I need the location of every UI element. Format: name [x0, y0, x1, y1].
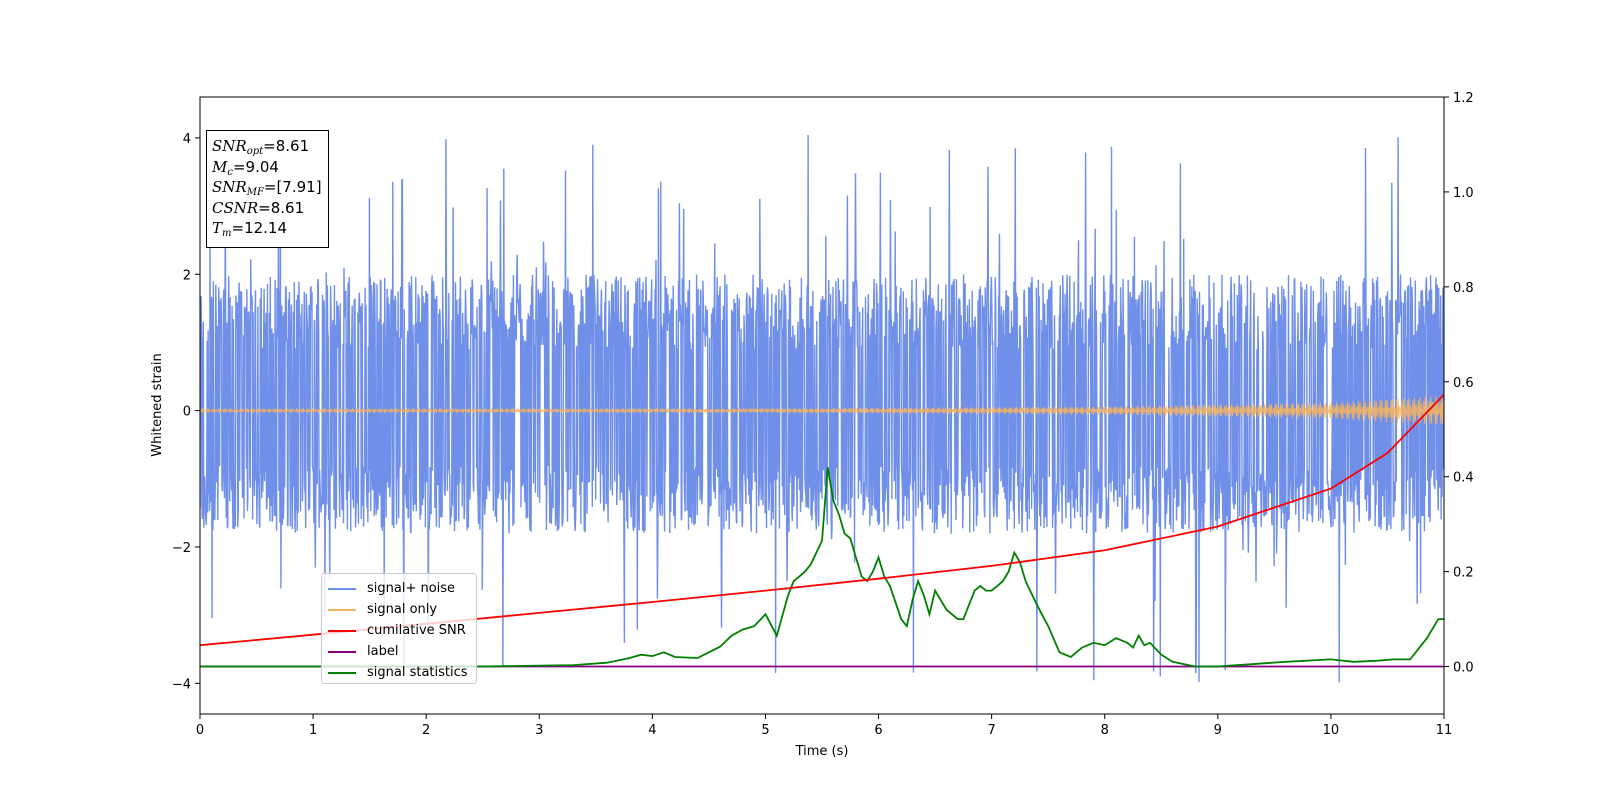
legend-swatch-signal-noise [328, 587, 356, 590]
x-tick-label: 0 [196, 723, 204, 738]
mc-line: Mc=9.04 [212, 157, 279, 178]
axis-layer: 0 1 2 3 4 5 6 7 8 9 10 11 −4 −2 0 2 4 0.0 0.2 0.4 0.6 0.8 1.0 1… [172, 91, 1474, 738]
legend-item-signal-noise: signal+ noise [328, 578, 476, 599]
x-axis-label: Time (s) [795, 744, 849, 759]
legend-item-signal-statistics: signal statistics [328, 662, 476, 683]
plot-frame [199, 96, 1445, 715]
y-axis-label: Whitened strain [150, 353, 165, 456]
tm-line: Tm=12.14 [212, 219, 288, 239]
y-tick-label: 2 [183, 268, 191, 283]
legend-label: signal only [367, 602, 438, 617]
x-tick-label: 6 [874, 723, 882, 738]
x-tick-label: 7 [987, 723, 995, 738]
y2-tick-label: 1.0 [1453, 186, 1474, 201]
x-tick-label: 4 [648, 723, 656, 738]
x-tick-label: 3 [535, 723, 543, 738]
legend-swatch-signal-only [328, 608, 356, 611]
series-signal-only [200, 395, 1444, 425]
x-tick-label: 10 [1323, 723, 1340, 738]
legend: signal+ noise signal only cumilative SNR… [321, 573, 477, 684]
legend-swatch-label [328, 650, 356, 653]
snr-mf-line: SNRMF=[7.91] [212, 178, 322, 198]
x-tick-label: 2 [422, 723, 430, 738]
series-signal-noise [200, 134, 1444, 683]
legend-item-cumulative-snr: cumilative SNR [328, 620, 476, 641]
y-tick-label: −4 [172, 677, 191, 692]
snr-opt-line: SNRopt=8.61 [212, 137, 310, 157]
legend-label: cumilative SNR [367, 623, 466, 638]
legend-label: signal statistics [367, 665, 468, 680]
y2-tick-label: 0.0 [1453, 661, 1474, 676]
legend-item-signal-only: signal only [328, 599, 476, 620]
x-tick-label: 8 [1101, 723, 1109, 738]
csnr-line: CSNR=8.61 [212, 198, 305, 217]
y-tick-label: −2 [172, 541, 191, 556]
legend-swatch-signal-statistics [328, 671, 356, 674]
y-tick-label: 4 [183, 132, 191, 147]
y2-tick-label: 1.2 [1453, 91, 1474, 106]
y2-tick-label: 0.2 [1453, 566, 1474, 581]
y2-tick-label: 0.4 [1453, 471, 1474, 486]
legend-item-label: label [328, 641, 476, 662]
legend-label: label [367, 644, 399, 659]
y2-tick-label: 0.6 [1453, 376, 1474, 391]
x-tick-label: 11 [1436, 723, 1453, 738]
x-tick-label: 1 [309, 723, 317, 738]
legend-swatch-cumulative-snr [328, 629, 356, 632]
y-tick-label: 0 [183, 405, 191, 420]
series-signal-statistics [200, 467, 1444, 668]
snr-info-box: SNRopt=8.61 Mc=9.04 SNRMF=[7.91] CSNR=8.… [206, 130, 329, 248]
x-tick-label: 9 [1214, 723, 1222, 738]
legend-label: signal+ noise [367, 581, 456, 596]
y2-tick-label: 0.8 [1453, 281, 1474, 296]
x-tick-label: 5 [761, 723, 769, 738]
